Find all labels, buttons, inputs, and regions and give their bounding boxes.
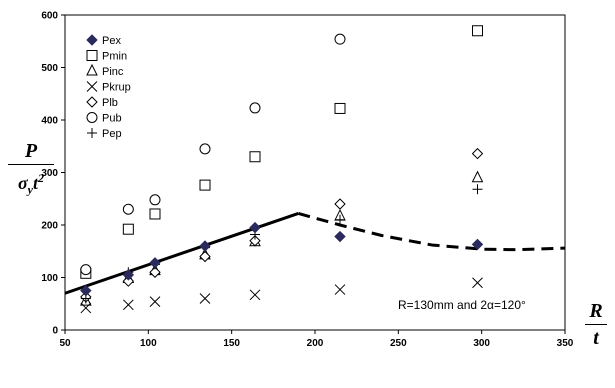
legend-label-pep: Pep xyxy=(102,128,122,140)
data-point-plb xyxy=(122,275,135,287)
data-point-pub xyxy=(334,33,346,45)
x-axis-label: R t xyxy=(584,300,608,349)
series-pex xyxy=(80,221,484,297)
series-pmin xyxy=(80,25,483,279)
x-tick-label: 150 xyxy=(223,338,240,349)
data-point-pmin xyxy=(249,151,261,163)
legend-label-pmin: Pmin xyxy=(102,51,127,63)
y-tick-label: 300 xyxy=(41,168,58,179)
legend-label-pinc: Pinc xyxy=(102,66,124,78)
data-point-pkrup xyxy=(334,284,346,295)
data-point-plb xyxy=(249,235,261,247)
x-tick-label: 50 xyxy=(59,338,71,349)
legend-label-plb: Plb xyxy=(102,97,118,109)
series-pep xyxy=(80,184,483,304)
series-pkrup xyxy=(80,277,483,314)
trend-line-dashed xyxy=(297,212,566,252)
data-point-pex xyxy=(80,284,92,297)
x-tick-label: 250 xyxy=(390,338,407,349)
y-tick-label: 0 xyxy=(52,326,58,337)
y-label-sup: 2 xyxy=(38,171,45,185)
y-label-numerator: P xyxy=(24,140,38,162)
data-point-pmin xyxy=(122,223,134,235)
data-point-pkrup xyxy=(149,296,161,308)
x-tick-label: 100 xyxy=(140,338,157,349)
data-point-pep xyxy=(472,184,483,195)
data-point-pex xyxy=(334,230,346,243)
x-label-numerator: R xyxy=(589,300,603,322)
y-tick-label: 100 xyxy=(41,273,58,284)
legend-marker-pinc xyxy=(86,63,98,76)
data-point-pub xyxy=(199,143,211,155)
data-point-pkrup xyxy=(472,277,483,289)
x-label-fraction-bar xyxy=(585,324,607,325)
legend-label-pub: Pub xyxy=(102,113,122,125)
y-tick-label: 200 xyxy=(41,221,58,232)
data-point-pinc xyxy=(471,170,484,183)
data-point-pmin xyxy=(334,102,346,114)
legend-marker-plb xyxy=(86,96,98,108)
data-point-pkrup xyxy=(122,299,134,311)
legend-marker-pkrup xyxy=(86,81,98,92)
data-point-pmin xyxy=(149,208,161,220)
data-point-plb xyxy=(471,147,484,160)
data-point-pub xyxy=(149,194,161,206)
legend: Pex Pmin Pinc Pkrup Plb Pub Pep xyxy=(86,34,131,140)
data-point-pex xyxy=(249,221,261,234)
legend-marker-pub xyxy=(86,112,98,123)
x-label-denominator: t xyxy=(593,327,599,349)
legend-marker-pep xyxy=(87,128,97,138)
legend-marker-pex xyxy=(86,34,98,46)
legend-marker-pmin xyxy=(86,50,98,61)
series-pub xyxy=(80,33,346,276)
data-point-plb xyxy=(149,266,161,278)
legend-label-pex: Pex xyxy=(102,35,121,47)
data-point-pex xyxy=(149,257,161,269)
y-axis-label: P σyt2 xyxy=(6,140,56,201)
y-label-denominator: σyt2 xyxy=(6,167,56,201)
y-label-fraction-bar xyxy=(8,164,54,165)
data-point-pex xyxy=(199,240,211,252)
y-label-sub: y xyxy=(27,182,33,197)
trend-line-solid xyxy=(64,212,299,295)
y-tick-label: 400 xyxy=(41,116,58,127)
data-point-pkrup xyxy=(249,289,261,301)
data-point-pkrup xyxy=(80,302,92,314)
data-point-pkrup xyxy=(199,293,211,304)
y-label-sigma: σ xyxy=(17,173,28,193)
series-pinc xyxy=(80,170,484,306)
x-tick-label: 300 xyxy=(473,338,490,349)
plot-frame xyxy=(64,14,566,331)
y-tick-label: 500 xyxy=(41,63,58,74)
y-label-t: t xyxy=(33,173,39,193)
legend-label-pkrup: Pkrup xyxy=(102,82,131,94)
chart-annotation: R=130mm and 2α=120° xyxy=(398,298,526,312)
series-plb xyxy=(80,147,484,303)
data-point-pub xyxy=(249,102,261,114)
data-point-plb xyxy=(199,250,211,263)
data-point-pex xyxy=(471,238,484,251)
data-point-pex xyxy=(122,269,135,281)
data-point-pub xyxy=(80,264,92,276)
data-point-pep xyxy=(335,214,345,225)
x-tick-label: 350 xyxy=(557,338,574,349)
data-point-plb xyxy=(334,198,346,210)
y-tick-label: 600 xyxy=(41,11,58,22)
data-point-pub xyxy=(122,203,134,215)
data-point-pmin xyxy=(472,25,483,37)
data-point-pmin xyxy=(199,179,211,191)
x-tick-label: 200 xyxy=(307,338,324,349)
